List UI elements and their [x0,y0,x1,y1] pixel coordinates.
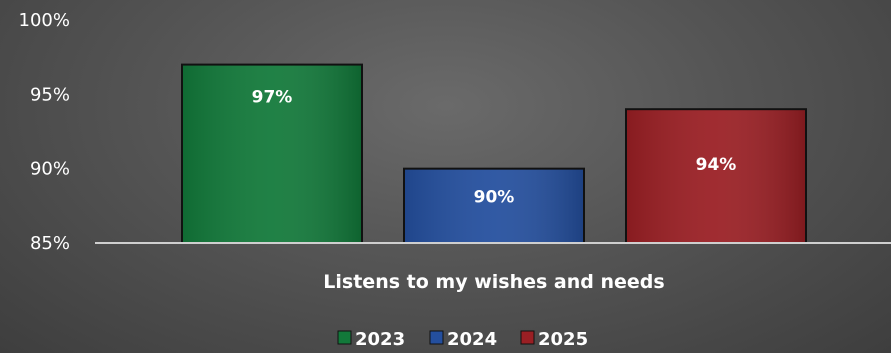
category-label: Listens to my wishes and needs [323,271,664,293]
y-tick-label: 90% [30,159,70,180]
bar-series: 97% 90% 94% [181,63,807,245]
data-label-2024: 90% [474,188,515,208]
bar-shading [183,65,361,242]
data-label-2023: 97% [252,88,293,108]
legend-swatch [429,330,444,345]
legend-label: 2025 [538,329,588,350]
legend: 2023 2024 2025 [337,329,588,350]
legend-item-2024: 2024 [429,329,497,350]
y-tick-label: 100% [19,10,70,31]
y-tick-label: 85% [30,233,70,254]
legend-label: 2023 [355,329,405,350]
legend-swatch [337,330,352,345]
legend-item-2023: 2023 [337,329,405,350]
data-label-2025: 94% [696,155,737,175]
y-tick-label: 95% [30,84,70,105]
bar-shading [405,169,583,242]
category-labels: Listens to my wishes and needs [323,271,664,293]
legend-item-2025: 2025 [520,329,588,350]
legend-swatch [520,330,535,345]
legend-label: 2024 [447,329,497,350]
bar-shading [627,110,805,242]
y-axis-ticks: 85% 90% 95% 100% [19,10,70,254]
